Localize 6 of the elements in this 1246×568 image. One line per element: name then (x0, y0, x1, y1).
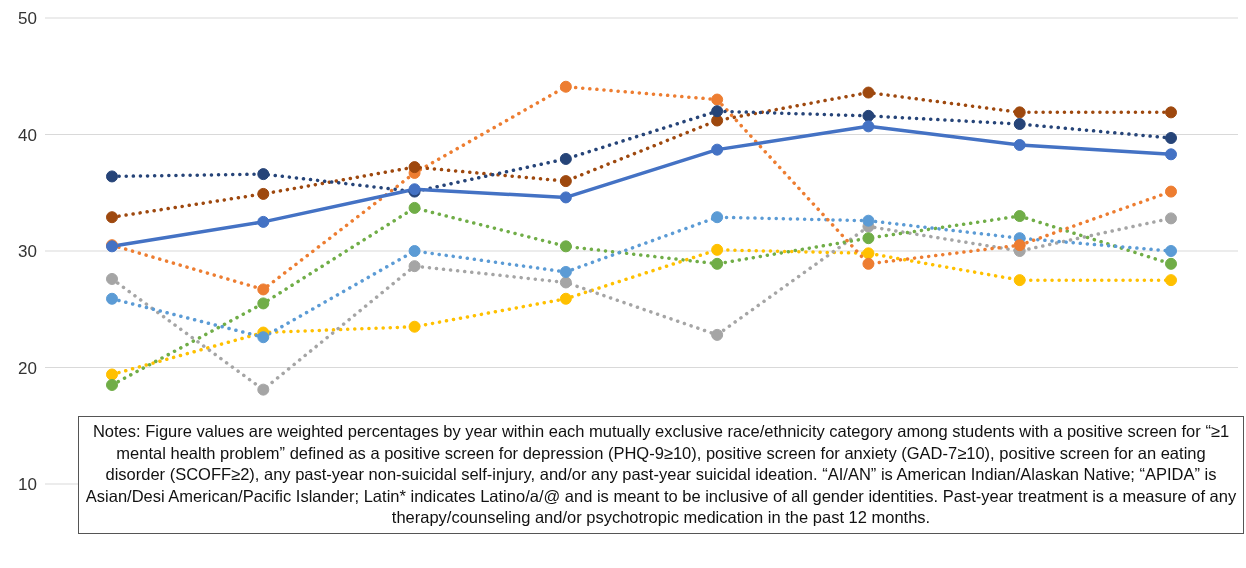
y-tick-label: 10 (18, 475, 37, 495)
y-tick-label: 30 (18, 242, 37, 262)
y-tick-label: 40 (18, 125, 37, 145)
annotation: Notes: Figure values are weighted percentages by year within each mutually exclusive race/ethnicity category among students with a positive screen for “≥1 mental health problem” defined as a positive screen for depression (PHQ-9≥10), positive screen for anxiety (GAD-7≥10), positive screen for an eating disorder (SCOFF≥2), any past-year non-suicidal self-injury, and/or any past-year suicidal ideation. “AI/AN” is American Indian/Alaskan Native; “APIDA” is Asian/Desi American/Pacific Islander; Latin* indicates Latino/a/@ and is meant to be inclusive of all gender identities. Past-year treatment is a measure of any therapy/counseling and/or psychotropic medication in the past 12 months. (78, 416, 1244, 534)
y-tick-label: 20 (18, 358, 37, 378)
y-tick-label: 50 (18, 9, 37, 29)
